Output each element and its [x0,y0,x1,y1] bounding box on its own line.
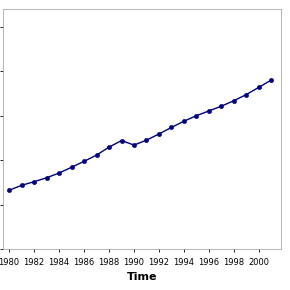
X-axis label: Time: Time [127,272,157,282]
